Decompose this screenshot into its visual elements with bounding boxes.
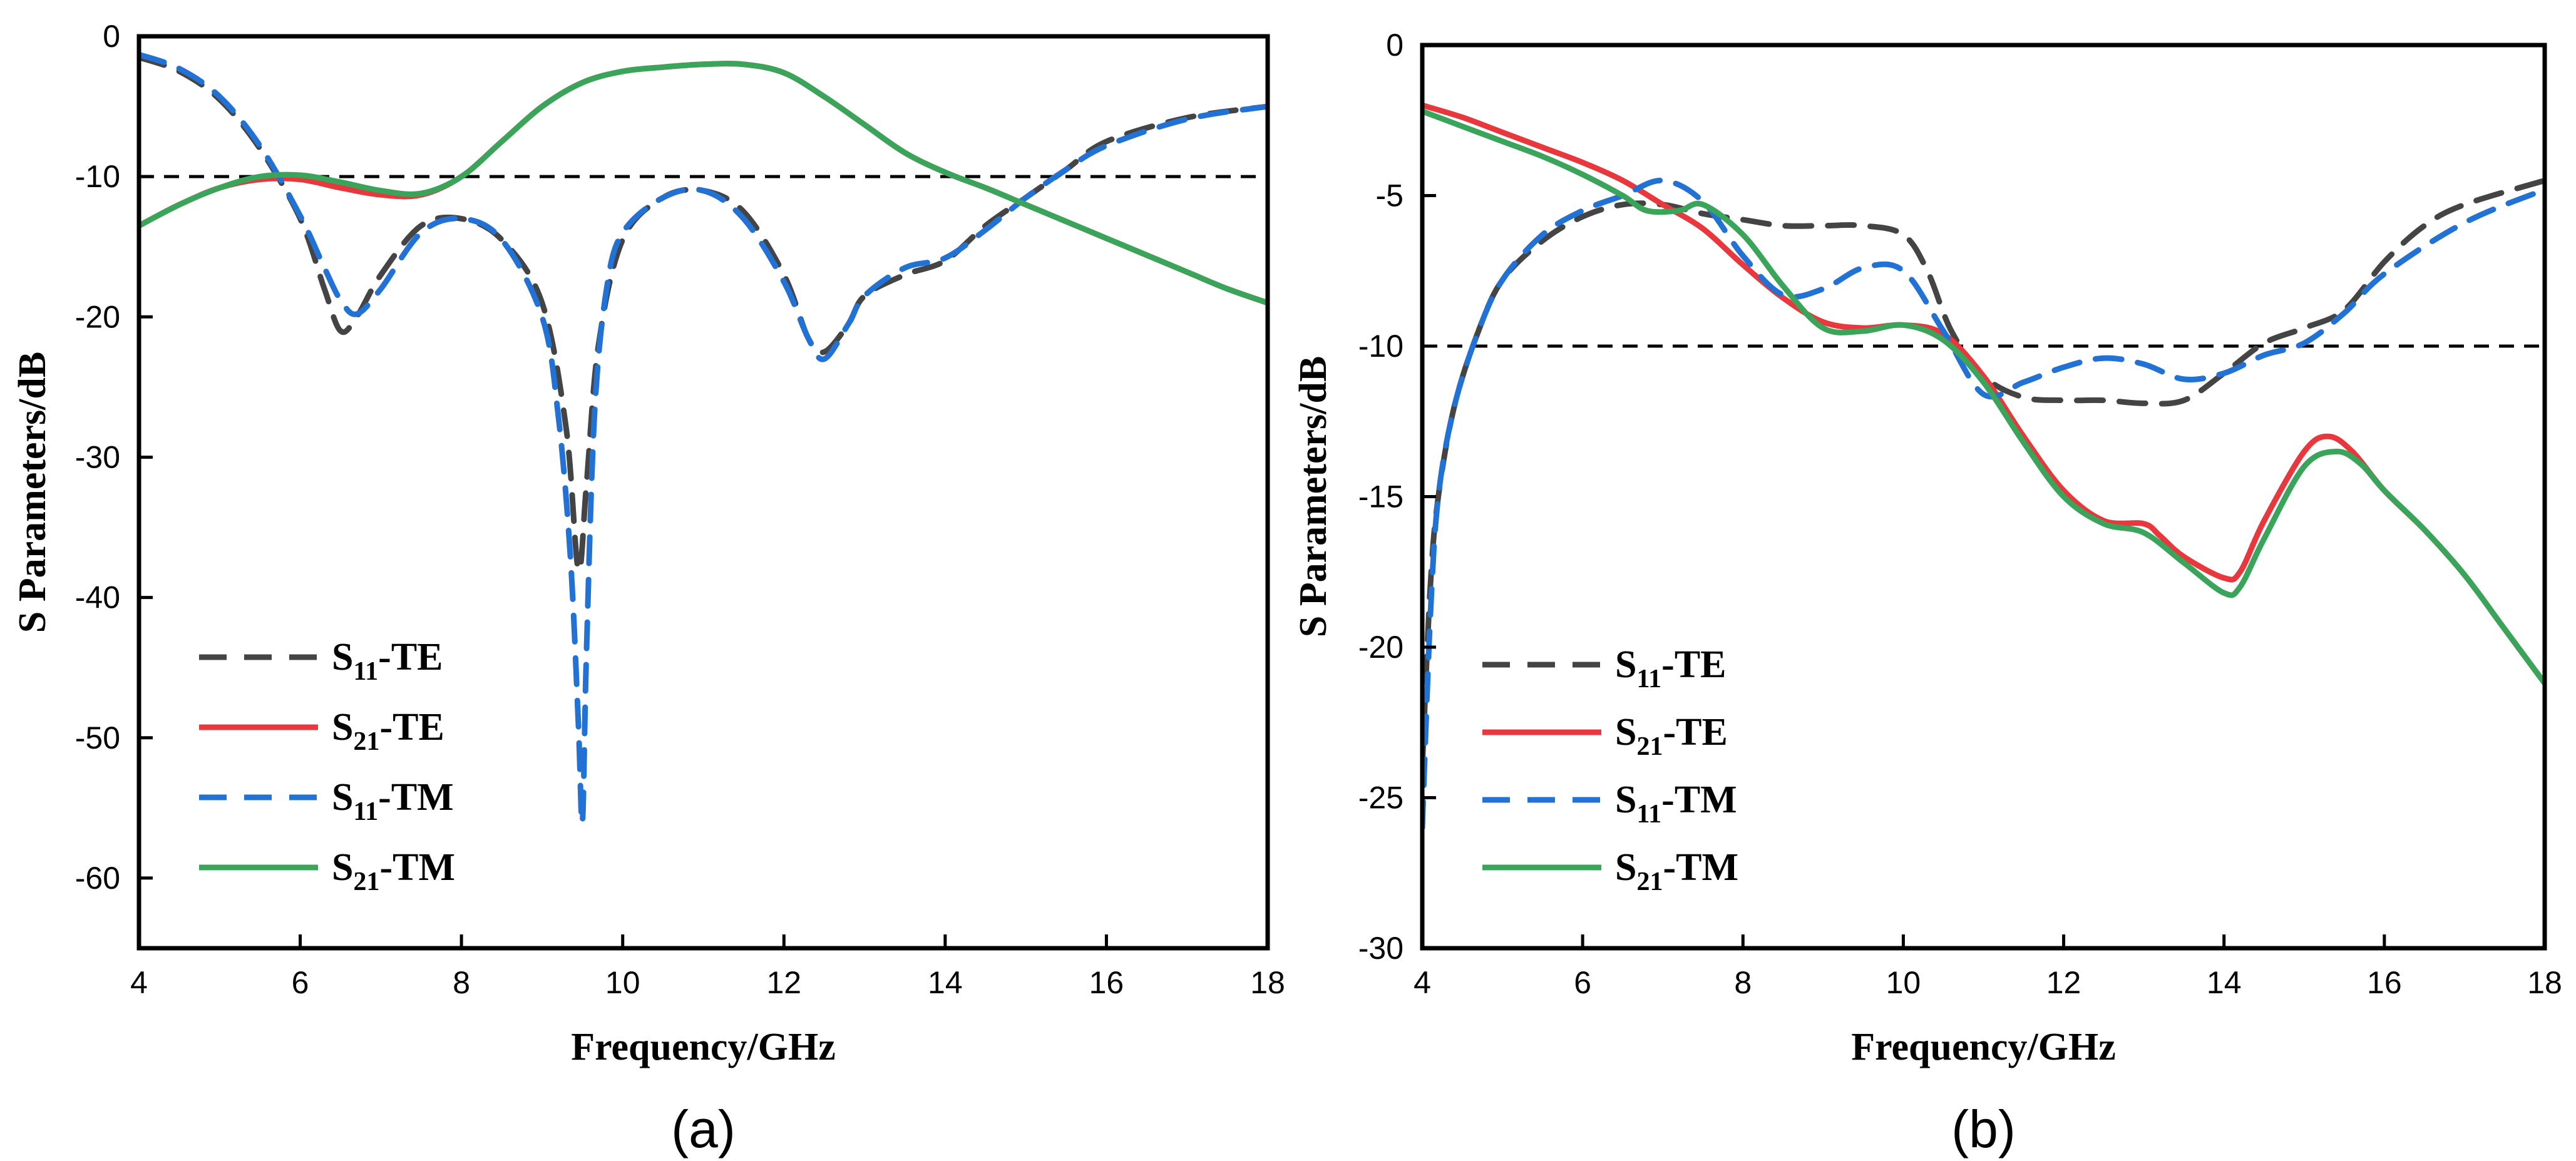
legend-label-s11-tm: S11-TM [1615, 779, 1737, 829]
x-tick-label: 4 [130, 965, 148, 1000]
y-tick-label: -40 [75, 580, 120, 615]
legend-label-base: S [332, 776, 353, 819]
legend-label-s11-te: S11-TE [1615, 643, 1727, 693]
series-line-s11-te [139, 54, 1268, 573]
legend-label-suffix: -TE [378, 636, 443, 678]
y-axis-title: S Parameters/dB [1292, 356, 1335, 637]
y-tick-label: -20 [1358, 630, 1403, 665]
legend-label-s21-tm: S21-TM [1615, 846, 1738, 896]
plot-area [1422, 102, 2545, 831]
x-axis-title: Frequency/GHz [1851, 1026, 2115, 1068]
x-tick-label: 16 [2367, 965, 2402, 1000]
x-tick-label: 6 [1574, 965, 1591, 1000]
legend-label-base: S [1615, 643, 1636, 686]
legend-label-s21-te: S21-TE [332, 706, 444, 756]
legend-label-suffix: -TE [379, 706, 444, 749]
x-tick-label: 6 [292, 965, 309, 1000]
series-line-s21-tm [1422, 108, 2545, 687]
y-axis-title: S Parameters/dB [11, 352, 54, 633]
legend-label-suffix: -TM [378, 776, 454, 819]
y-tick-label: -30 [75, 439, 120, 474]
legend-label-suffix: -TE [1663, 711, 1727, 754]
y-tick-label: -20 [75, 299, 120, 334]
legend-label-base: S [1615, 779, 1636, 821]
chart-panel-a: 4 6 8 10 12 14 16 18 0 -10 -20 -30 -40 -50 -60 Frequenc… [11, 19, 1285, 1158]
legend-label-suffix: -TM [1663, 846, 1738, 889]
legend-label-s11-tm: S11-TM [332, 776, 454, 826]
series-line-s11-tm [139, 51, 1268, 826]
legend-label-suffix: -TM [1661, 779, 1737, 821]
x-tick-label: 10 [1886, 965, 1921, 1000]
plot-area [139, 51, 1268, 826]
axes-frame [136, 34, 1270, 951]
y-tick-label: -30 [1358, 931, 1403, 966]
y-tick-label: -60 [75, 861, 120, 896]
legend-label-sub: 21 [353, 727, 379, 756]
y-tick-label: 0 [103, 19, 120, 54]
legend-label-base: S [332, 846, 353, 889]
panel-label: (a) [671, 1100, 736, 1158]
legend-label-s21-tm: S21-TM [332, 846, 455, 896]
legend-label-sub: 11 [1636, 800, 1661, 829]
x-tick-label: 8 [1734, 965, 1752, 1000]
y-tick-label: -25 [1358, 780, 1403, 816]
legend-label-sub: 21 [1636, 867, 1663, 896]
x-axis-title: Frequency/GHz [571, 1026, 835, 1068]
chart-panel-b: 4 6 8 10 12 14 16 18 0 -5 -10 -15 -20 -25 -30 Frequency… [1292, 28, 2562, 1158]
x-tick-label: 18 [1250, 965, 1285, 1000]
legend-label-suffix: -TM [379, 846, 455, 889]
legend-label-base: S [332, 706, 353, 749]
legend-label-sub: 11 [353, 797, 378, 826]
legend-label-base: S [1615, 711, 1636, 754]
legend-label-suffix: -TE [1661, 643, 1726, 686]
legend-label-s11-te: S11-TE [332, 636, 443, 686]
legend-label-s21-te: S21-TE [1615, 711, 1728, 761]
x-tick-label: 12 [2046, 965, 2081, 1000]
series-line-s21-te [139, 61, 1268, 306]
x-tick-label: 4 [1414, 965, 1431, 1000]
y-tick-label: -10 [1358, 329, 1403, 364]
y-tick-label: -50 [75, 720, 120, 755]
panel-label: (b) [1951, 1100, 2016, 1158]
series-line-s21-tm [139, 61, 1268, 306]
x-tick-label: 14 [2207, 965, 2242, 1000]
series-line-s11-tm [1422, 177, 2545, 831]
x-tick-label: 8 [453, 965, 470, 1000]
y-tick-label: -10 [75, 159, 120, 194]
legend-label-sub: 21 [353, 867, 379, 896]
y-tick-label: -5 [1376, 178, 1403, 213]
y-tick-label: -15 [1358, 479, 1403, 514]
y-tick-label: 0 [1386, 28, 1403, 63]
legend-label-sub: 11 [1636, 665, 1661, 693]
x-tick-label: 14 [928, 965, 963, 1000]
x-tick-label: 10 [605, 965, 640, 1000]
x-tick-label: 12 [766, 965, 801, 1000]
x-tick-label: 16 [1089, 965, 1124, 1000]
series-line-s11-te [1422, 177, 2545, 770]
x-tick-label: 18 [2527, 965, 2562, 1000]
legend-label-base: S [1615, 846, 1636, 889]
legend-label-sub: 21 [1636, 732, 1663, 761]
legend-label-base: S [332, 636, 353, 678]
legend-label-sub: 11 [353, 657, 378, 686]
